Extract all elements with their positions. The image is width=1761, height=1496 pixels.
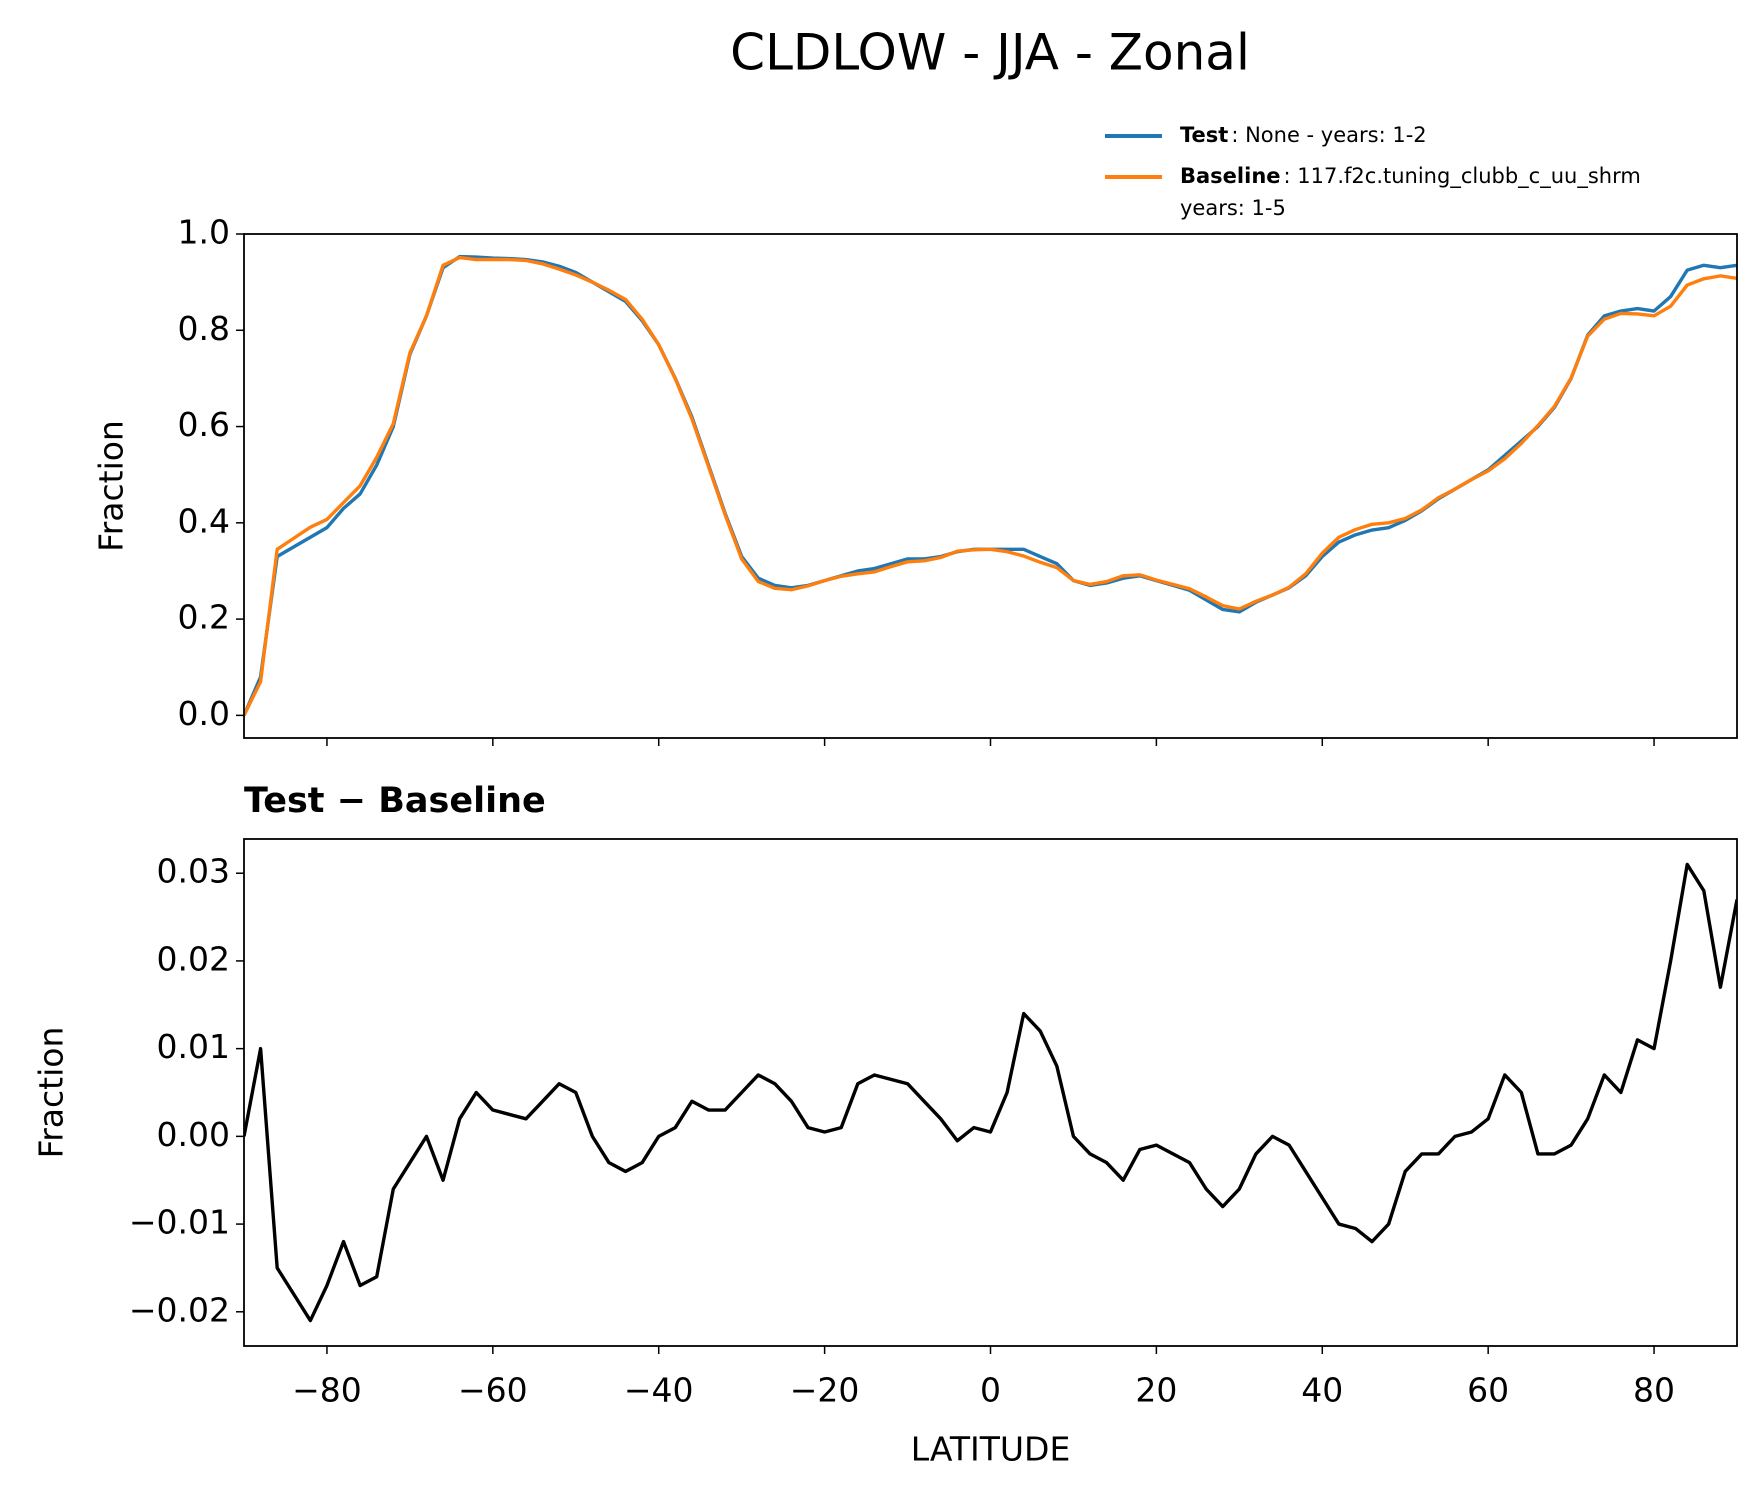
- x-tick-label: 80: [1633, 1371, 1675, 1410]
- axes-frame: [243, 838, 1738, 1347]
- legend-name: Test: [1180, 123, 1228, 147]
- y-tick-label: −0.01: [129, 1203, 230, 1242]
- x-tick-label: −20: [790, 1371, 860, 1410]
- y-tick-label: 0.4: [178, 501, 230, 540]
- y-tick-label: 0.00: [157, 1115, 230, 1154]
- x-tick-label: 60: [1467, 1371, 1509, 1410]
- y-tick-label: 0.02: [157, 939, 230, 978]
- data-line: [244, 862, 1737, 1323]
- x-tick-label: −40: [624, 1371, 694, 1410]
- y-tick-label: −0.02: [129, 1290, 230, 1329]
- legend-name: Baseline: [1180, 164, 1281, 188]
- x-tick-label: 0: [980, 1371, 1001, 1410]
- x-axis-label: LATITUDE: [911, 1430, 1071, 1469]
- data-line: [244, 255, 1737, 717]
- x-tick-label: −60: [458, 1371, 528, 1410]
- x-tick-label: 20: [1135, 1371, 1177, 1410]
- legend-text: years: 1-5: [1180, 196, 1286, 220]
- y-tick-label: 0.8: [178, 309, 230, 348]
- y-tick-label: 0.2: [178, 598, 230, 637]
- y-axis-label: Fraction: [92, 420, 131, 552]
- x-tick-label: −80: [292, 1371, 362, 1410]
- figure-title: CLDLOW - JJA - Zonal: [730, 24, 1250, 82]
- y-tick-label: 0.03: [157, 852, 230, 891]
- y-tick-label: 0.6: [178, 405, 230, 444]
- x-tick-label: 40: [1301, 1371, 1343, 1410]
- y-tick-label: 0.0: [178, 694, 230, 733]
- legend-text: : 117.f2c.tuning_clubb_c_uu_shrm: [1284, 164, 1641, 189]
- y-tick-label: 1.0: [178, 213, 230, 252]
- y-tick-label: 0.01: [157, 1027, 230, 1066]
- subplot-title: Test − Baseline: [244, 781, 546, 821]
- data-line: [244, 254, 1737, 717]
- legend-text: : None - years: 1-2: [1231, 123, 1426, 147]
- y-axis-label: Fraction: [32, 1027, 71, 1159]
- axes-frame: [243, 233, 1738, 739]
